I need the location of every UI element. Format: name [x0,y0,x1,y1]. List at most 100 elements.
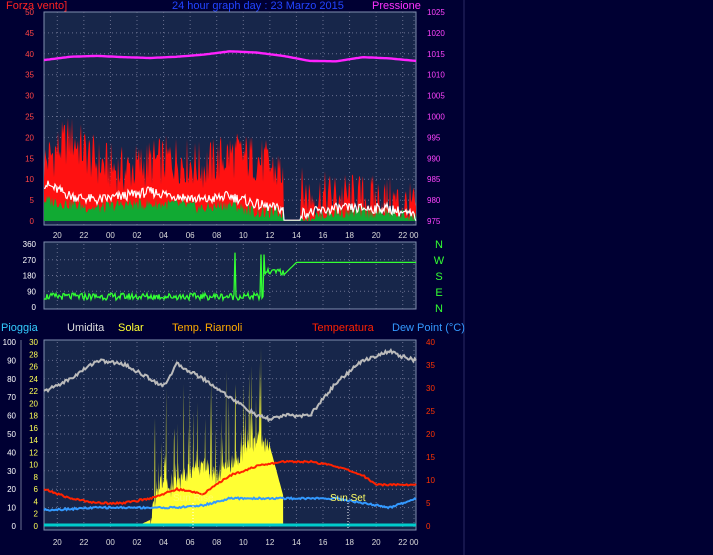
solar-tick-label: 2 [34,510,39,519]
chart-title: 24 hour graph day : 23 Marzo 2015 [172,0,344,12]
y-left-tick-label: 25 [25,113,34,122]
x-tick-label: 00 [106,538,115,547]
wind-direction-plot-area [43,241,417,310]
rain-tick-label: 100 [3,338,17,347]
compass-label: E [435,287,442,299]
y-left-tick-label: 35 [25,71,34,80]
x-tick-label: 04 [159,231,168,240]
compass-label: N [435,303,443,315]
x-tick-label: 12 [265,231,274,240]
temperature-tick-label: 10 [426,476,435,485]
solar-tick-label: 14 [29,436,38,445]
wind-direction-y-labels: 0 90 180 270 360 [23,240,37,312]
temperature-series [43,459,417,506]
temperature-tick-label: 40 [426,338,435,347]
rain-tick-label: 50 [7,430,16,439]
solar-tick-label: 12 [29,448,38,457]
x-tick-label: 06 [186,538,195,547]
sunset-label: Sun Set [330,493,366,504]
x-tick-label: 16 [319,538,328,547]
solar-tick-label: 4 [34,497,39,506]
pressure-legend: Pressione [372,0,421,12]
x-tick-label: 20 [53,538,62,547]
rain-tick-label: 90 [7,356,16,365]
y-right-tick-label: 1020 [427,29,445,38]
rain-tick-label: 20 [7,485,16,494]
rain-tick-label: 60 [7,412,16,421]
temperature-tick-label: 15 [426,453,435,462]
solar-tick-label: 20 [29,399,38,408]
wind-direction-series [43,252,416,303]
compass-label: S [435,271,442,283]
temperature-tick-label: 25 [426,407,435,416]
temperature-y-labels: 0 5 10 15 20 25 30 35 40 [426,338,435,531]
humidity-series [43,348,417,423]
solar-tick-label: 8 [34,473,39,482]
solar-series [130,346,284,526]
temperature-tick-label: 30 [426,384,435,393]
y-left-tick-label: 45 [25,29,34,38]
y-left-tick-label: 20 [25,133,34,142]
solar-tick-label: 24 [29,375,38,384]
solar-tick-label: 0 [34,522,39,531]
y-left-tick-label: 0 [30,217,35,226]
humidity-legend: Umidita [67,322,105,334]
x-tick-label: 14 [292,231,301,240]
soil-temp-legend: Temp. Riarnoli [172,322,242,334]
rain-tick-label: 10 [7,504,16,513]
x-tick-label: 14 [292,538,301,547]
x-tick-label: 18 [345,231,354,240]
x-tick-label: 02 [133,538,142,547]
temperature-tick-label: 5 [426,499,431,508]
temperature-tick-label: 20 [426,430,435,439]
y-left-tick-label: 50 [25,8,34,17]
x-tick-label: 22 [398,538,407,547]
y-left-tick-label: 30 [25,92,34,101]
solar-tick-label: 26 [29,363,38,372]
rain-humidity-temp-marks [20,340,417,530]
x-tick-label: 02 [133,231,142,240]
y-right-tick-label: 990 [427,154,441,163]
y-right-tick-label: 995 [427,133,441,142]
x-tick-label: 18 [345,538,354,547]
x-tick-label: 16 [319,231,328,240]
solar-tick-label: 6 [34,485,39,494]
wind-pressure-x-labels: 20 22 00 02 04 06 08 10 12 14 16 18 20 22 00 [53,231,419,240]
rain-humidity-temp-x-labels: 20 22 00 02 04 06 08 10 12 14 16 18 20 22 00 [53,538,419,547]
y-right-tick-label: 1010 [427,71,445,80]
x-tick-label: 20 [53,231,62,240]
rain-y-labels: 0 10 20 30 40 50 60 70 80 90 100 [3,338,17,531]
x-tick-label: 22 [79,231,88,240]
y-right-tick-label: 980 [427,196,441,205]
x-tick-label: 10 [239,538,248,547]
rain-tick-label: 0 [12,522,17,531]
direction-tick-label: 0 [32,303,37,312]
rain-tick-label: 70 [7,393,16,402]
wind-pressure-y-left-labels: 0 5 10 15 20 25 30 35 40 45 50 [25,8,34,226]
y-left-tick-label: 5 [30,196,35,205]
x-tick-label: 20 [372,231,381,240]
direction-tick-label: 360 [23,240,37,249]
solar-tick-label: 22 [29,387,38,396]
direction-tick-label: 270 [23,256,37,265]
wind-pressure-marks [43,50,417,222]
average-wind-series [44,180,417,222]
x-tick-label: 08 [212,231,221,240]
wind-legend: Forza vento] [6,0,67,12]
solar-tick-label: 10 [29,461,38,470]
y-right-tick-label: 1025 [427,8,445,17]
sunrise-label: Sun Rise [173,493,214,504]
y-right-tick-label: 1005 [427,92,445,101]
x-tick-label: 20 [372,538,381,547]
x-tick-label: 00 [410,231,419,240]
temperature-legend: Temperatura [312,322,375,334]
x-tick-label: 06 [186,231,195,240]
pressure-series [43,50,417,63]
y-left-tick-label: 15 [25,154,34,163]
solar-tick-label: 30 [29,338,38,347]
rain-tick-label: 30 [7,467,16,476]
x-tick-label: 10 [239,231,248,240]
